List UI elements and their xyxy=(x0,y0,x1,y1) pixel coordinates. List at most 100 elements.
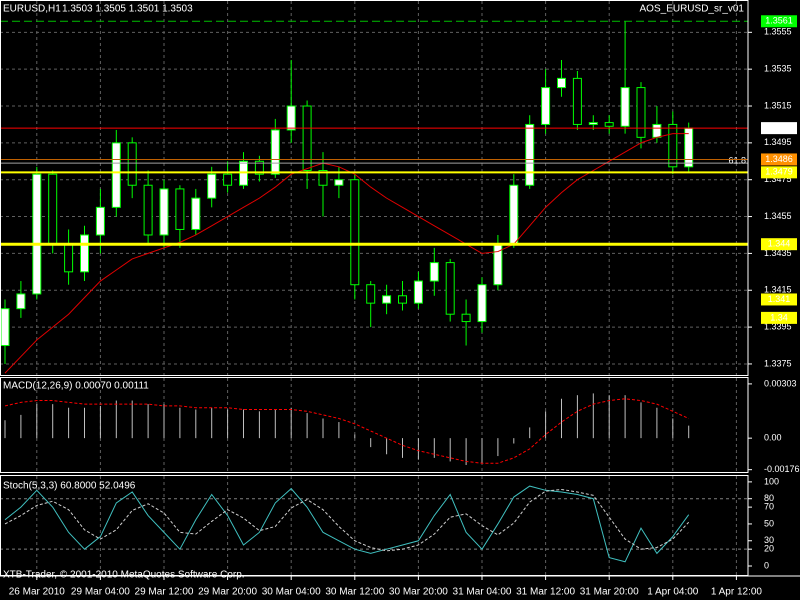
price-label-box xyxy=(761,166,797,179)
candle-body xyxy=(16,293,26,310)
line xyxy=(4,133,689,374)
y-tick-label: -0.00176 xyxy=(764,464,800,474)
x-tick-label: 30 Mar 20:00 xyxy=(389,587,448,598)
candle-body xyxy=(318,169,328,186)
candle-body xyxy=(604,122,614,127)
candle-body xyxy=(620,87,630,127)
y-tick-label: 30 xyxy=(764,535,774,545)
copyright: XTB-Trader, © 2001-2010 MetaQuotes Softw… xyxy=(3,570,245,581)
y-tick-label: 50 xyxy=(764,518,774,528)
x-tick-label: 31 Mar 04:00 xyxy=(453,587,512,598)
y-tick-label: 70 xyxy=(764,501,774,511)
candle-body xyxy=(286,105,296,131)
price-label-box xyxy=(761,122,797,135)
candle-body xyxy=(445,262,455,315)
line xyxy=(4,485,690,563)
price-label: 1.3503 xyxy=(765,122,793,132)
y-tick-label: 1.3415 xyxy=(764,285,792,295)
y-tick-label: 1.3375 xyxy=(764,358,792,368)
y-tick-label: 1.3495 xyxy=(764,137,792,147)
price-label: 1.344 xyxy=(768,239,791,249)
candle-body xyxy=(95,206,105,236)
candle-body xyxy=(572,77,582,125)
panel-frame xyxy=(0,0,749,376)
price-label: 1.3479 xyxy=(765,167,793,177)
candle-body xyxy=(111,142,121,208)
y-tick-label: 1.3435 xyxy=(764,248,792,258)
panel-frame xyxy=(0,377,749,473)
candle-body xyxy=(461,313,471,323)
x-tick-label: 31 Mar 20:00 xyxy=(580,587,639,598)
y-tick-label: 0 xyxy=(764,560,769,570)
level-label: 61.8 xyxy=(728,156,746,166)
y-tick-label: 1.3395 xyxy=(764,321,792,331)
price-label-box xyxy=(761,293,797,306)
candle-body xyxy=(127,142,137,186)
y-tick-label: 1.3535 xyxy=(764,64,792,74)
candle-body xyxy=(159,188,169,236)
chart-title: Stoch(5,3,3) 60.8000 52.0496 xyxy=(3,481,136,492)
x-tick-label: 29 Mar 12:00 xyxy=(135,587,194,598)
x-tick-label: 29 Mar 20:00 xyxy=(198,587,257,598)
ohlc-label: 1.3503 1.3505 1.3501 1.3503 xyxy=(62,4,193,15)
candle-body xyxy=(509,184,519,245)
price-label: 1.3486 xyxy=(765,154,793,164)
candle-body xyxy=(175,188,185,230)
candle-body xyxy=(557,77,566,89)
candle-body xyxy=(477,284,487,323)
candle-body xyxy=(382,295,392,304)
indicator-name: AOS_EURUSD_sr_v01 xyxy=(640,4,745,15)
y-tick-label: 0.00 xyxy=(764,433,782,443)
candle-body xyxy=(302,105,312,171)
price-label: 1.341 xyxy=(768,294,791,304)
price-label-box xyxy=(761,238,797,251)
candle-body xyxy=(48,173,58,245)
candle-body xyxy=(525,123,535,186)
candle-body xyxy=(366,284,376,304)
candle-body xyxy=(588,122,598,125)
y-tick-label: 80 xyxy=(764,493,774,503)
candle-body xyxy=(223,173,233,186)
candle-body xyxy=(143,184,153,236)
candle-body xyxy=(398,295,407,304)
candle-body xyxy=(191,197,201,230)
price-label: 1.34 xyxy=(770,312,788,322)
line xyxy=(4,488,690,552)
y-tick-label: 100 xyxy=(764,476,779,486)
x-tick-label: 1 Apr 04:00 xyxy=(647,587,699,598)
y-tick-label: 1.3455 xyxy=(764,211,792,221)
candle-body xyxy=(636,87,646,138)
candle-body xyxy=(334,179,344,186)
candle-body xyxy=(350,179,360,286)
candle-body xyxy=(207,173,217,199)
candle-body xyxy=(32,173,42,295)
x-tick-label: 26 Mar 2010 xyxy=(9,587,66,598)
chart-title: EURUSD,H1 xyxy=(3,4,61,15)
candle-body xyxy=(429,262,439,282)
x-tick-label: 30 Mar 12:00 xyxy=(325,587,384,598)
price-label-box xyxy=(761,153,797,166)
x-tick-label: 31 Mar 12:00 xyxy=(516,587,575,598)
candle-body xyxy=(652,123,662,138)
price-label-box xyxy=(761,311,797,324)
candle-body xyxy=(413,280,423,304)
y-tick-label: 1.3475 xyxy=(764,174,792,184)
candle-body xyxy=(668,123,678,168)
price-label-box xyxy=(761,15,797,28)
y-tick-label: 0.00303 xyxy=(764,378,797,388)
x-tick-label: 1 Apr 12:00 xyxy=(711,587,763,598)
candle-body xyxy=(541,87,551,125)
candle-body xyxy=(254,160,264,175)
chart-title: MACD(12,26,9) 0.00070 0.00111 xyxy=(3,381,149,392)
y-tick-label: 1.3555 xyxy=(764,27,792,37)
candle-body xyxy=(0,308,10,347)
x-tick-label: 30 Mar 04:00 xyxy=(262,587,321,598)
price-label: 1.3561 xyxy=(765,16,793,26)
x-tick-label: 29 Mar 04:00 xyxy=(71,587,130,598)
candle-body xyxy=(80,234,89,273)
candle-body xyxy=(270,129,280,175)
y-tick-label: 20 xyxy=(764,544,774,554)
candle-body xyxy=(64,243,74,273)
y-tick-label: 1.3515 xyxy=(764,100,792,110)
